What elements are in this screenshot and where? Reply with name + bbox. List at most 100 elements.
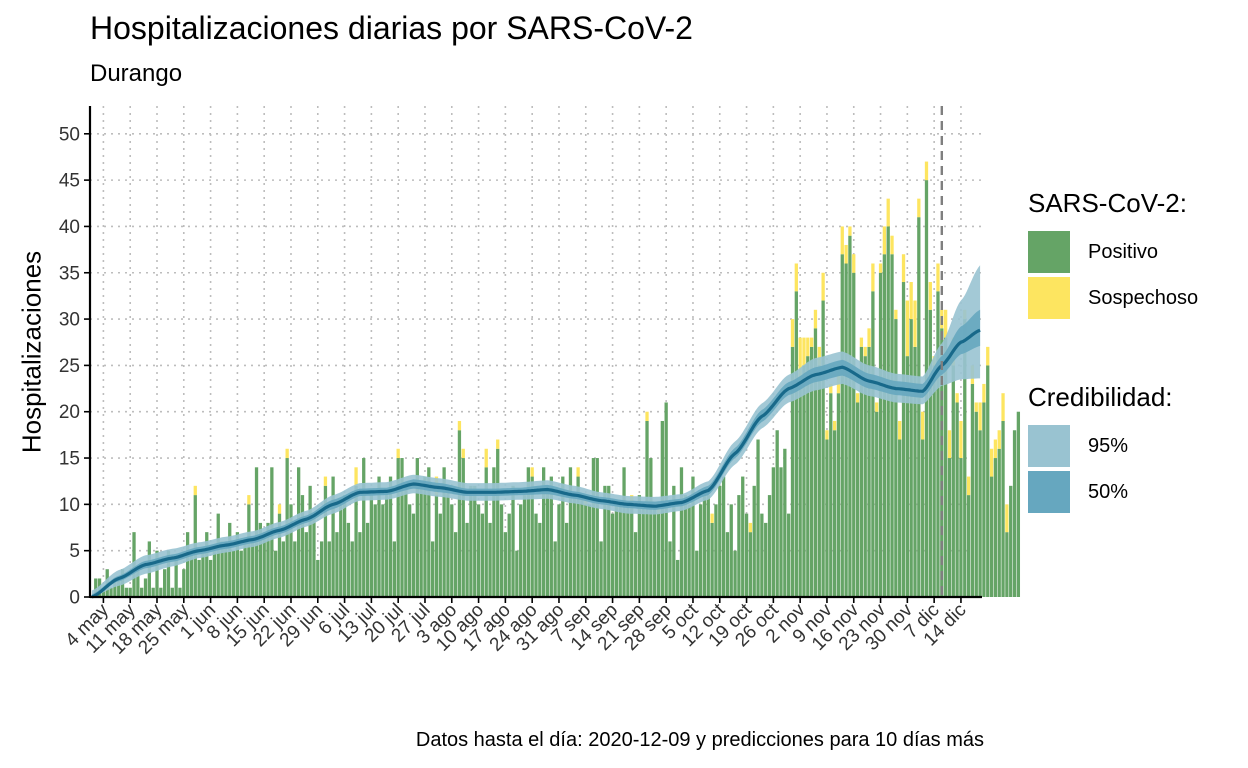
bar-positivo [534, 513, 538, 597]
bar-positivo [905, 356, 909, 597]
bar-positivo [576, 476, 580, 597]
legend-item-sospechoso: Sospechoso [1028, 275, 1198, 321]
bar-positivo [465, 522, 469, 597]
bar-positivo [488, 522, 492, 597]
bar-positivo [710, 522, 714, 597]
bar-positivo [771, 467, 776, 597]
bar-sospechoso [852, 254, 856, 273]
bar-positivo [878, 272, 883, 597]
bar-positivo [813, 328, 818, 597]
bar-sospechoso [867, 328, 871, 347]
y-tick-label: 30 [59, 310, 80, 331]
bar-positivo [790, 346, 795, 597]
bar-positivo [549, 476, 553, 597]
bar-positivo [522, 495, 527, 597]
bar-positivo [764, 522, 768, 597]
bar-sospechoso [1001, 393, 1005, 421]
bar-positivo [836, 393, 841, 597]
bar-positivo [844, 263, 848, 597]
bar-positivo [963, 319, 967, 597]
bar-sospechoso [901, 254, 906, 283]
bar-positivo [461, 458, 465, 597]
bar-positivo [113, 578, 117, 597]
bar-positivo [335, 532, 339, 597]
bar-positivo [599, 541, 603, 597]
bar-positivo [943, 337, 948, 597]
bar-positivo [430, 541, 435, 597]
bar-positivo [641, 504, 645, 597]
bar-sospechoso [921, 411, 925, 440]
bar-positivo [691, 476, 695, 597]
bar-positivo [564, 522, 569, 597]
bar-positivo [400, 458, 404, 597]
bar-positivo [940, 328, 944, 597]
bar-positivo [894, 319, 898, 597]
bar-positivo [442, 467, 446, 597]
bar-positivo [243, 541, 247, 597]
bar-positivo [997, 448, 1001, 597]
bar-positivo [695, 550, 699, 597]
bar-positivo [404, 485, 408, 597]
bar-positivo [316, 559, 320, 597]
bar-positivo [224, 541, 228, 597]
bar-positivo [247, 504, 251, 597]
bar-positivo [974, 411, 978, 597]
bar-positivo [798, 383, 802, 597]
bar-sospechoso [809, 337, 814, 347]
bar-positivo [438, 513, 442, 597]
bar-positivo [729, 504, 733, 597]
legend-swatch-95 [1028, 425, 1070, 467]
bar-sospechoso [530, 467, 534, 477]
bar-positivo [584, 504, 588, 597]
bar-positivo [603, 485, 607, 597]
bar-sospechoso [748, 522, 753, 533]
bar-sospechoso [457, 420, 462, 431]
bar-positivo [530, 476, 534, 597]
bar-positivo [775, 430, 779, 597]
y-tick-label: 20 [59, 402, 80, 423]
bar-positivo [702, 495, 707, 597]
bar-positivo [966, 495, 971, 597]
bar-positivo [515, 550, 519, 597]
bar-positivo [871, 291, 875, 597]
bar-positivo [607, 485, 611, 597]
bar-positivo [109, 587, 113, 597]
bar-positivo [986, 365, 990, 597]
bar-positivo [679, 467, 684, 597]
bar-positivo [683, 495, 687, 597]
bar-positivo [503, 532, 508, 597]
bar-positivo [277, 513, 282, 597]
bar-positivo [595, 458, 599, 597]
bar-sospechoso [829, 383, 833, 394]
bar-positivo [733, 550, 737, 597]
bar-positivo [959, 458, 963, 597]
bar-positivo [618, 504, 622, 597]
bar-sospechoso [928, 282, 932, 310]
bar-positivo [752, 485, 756, 597]
bar-positivo [128, 587, 132, 597]
bar-positivo [185, 532, 190, 597]
bar-positivo [136, 569, 140, 597]
bar-positivo [304, 532, 308, 597]
bar-positivo [208, 559, 213, 597]
bar-sospechoso [484, 448, 488, 468]
bar-sospechoso [875, 402, 879, 412]
bar-positivo [568, 467, 573, 597]
bar-sospechoso [997, 430, 1001, 449]
bar-positivo [909, 319, 913, 597]
bar-positivo [251, 541, 255, 597]
bar-sospechoso [878, 263, 883, 273]
bar-positivo [886, 226, 890, 597]
legend-item-95: 95% [1028, 423, 1173, 469]
bar-positivo [672, 485, 676, 597]
bar-positivo [653, 504, 657, 597]
bar-positivo [423, 476, 427, 597]
bar-sospechoso [832, 420, 837, 431]
bar-positivo [787, 513, 791, 597]
bar-positivo [289, 504, 293, 597]
bar-positivo [859, 346, 864, 597]
bar-positivo [898, 439, 902, 597]
bar-positivo [1001, 420, 1005, 597]
